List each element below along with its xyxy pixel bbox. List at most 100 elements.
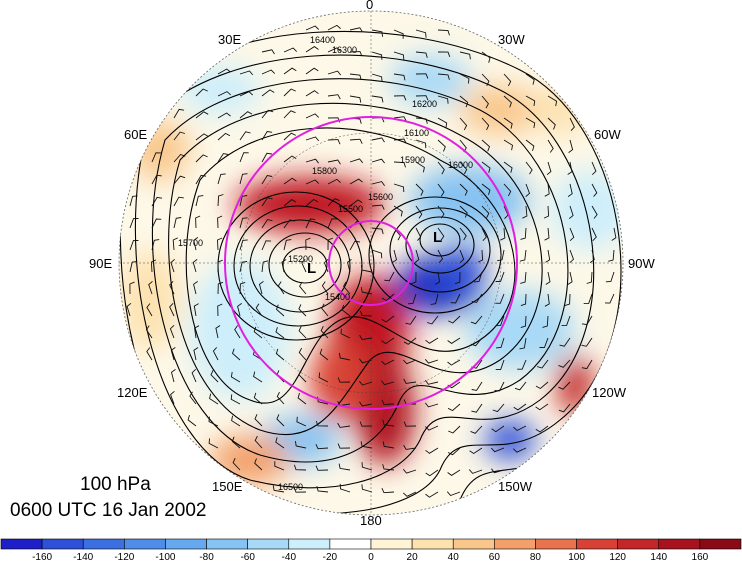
wind-barb	[337, 422, 351, 428]
colorbar-tick-label: 160	[692, 552, 709, 561]
wind-barb	[481, 227, 487, 242]
wind-barb	[545, 249, 551, 263]
graticule	[119, 11, 623, 515]
wind-barb	[415, 161, 425, 173]
wind-barb	[261, 89, 275, 97]
contour-label: 15800	[312, 166, 337, 176]
colorbar-box	[617, 538, 660, 550]
wind-barb	[150, 259, 157, 273]
wind-barb	[583, 293, 593, 305]
map-border	[118, 10, 624, 516]
wind-barb	[359, 401, 373, 407]
wind-barb	[254, 414, 263, 427]
wind-barb	[490, 447, 505, 453]
wind-barb	[437, 227, 445, 241]
wind-barb	[255, 303, 263, 317]
wind-barb	[470, 315, 483, 325]
wind-barb	[381, 337, 395, 345]
wind-barb	[547, 139, 554, 153]
wind-barb	[337, 377, 351, 383]
wind-barb	[437, 161, 445, 175]
wind-barb	[415, 73, 429, 79]
wind-barb	[305, 46, 319, 53]
wind-barb	[261, 109, 274, 119]
wind-barb	[217, 281, 224, 295]
wind-barb	[193, 347, 199, 361]
wind-barb	[239, 281, 246, 295]
colorbar-tick-label: -120	[114, 552, 134, 561]
wind-barb	[591, 205, 598, 219]
wind-barb	[525, 117, 536, 128]
wind-barb	[318, 372, 329, 383]
wind-barb	[393, 138, 407, 144]
wind-barb	[359, 421, 373, 427]
wind-barb	[371, 227, 384, 235]
colorbar-tick-label: -160	[32, 552, 52, 561]
wind-barb	[327, 218, 337, 229]
colorbar-boxes	[0, 538, 742, 550]
wind-barb	[471, 403, 483, 413]
colorbar-tick-label: 140	[650, 552, 667, 561]
wind-barb	[299, 281, 307, 295]
valid-time-caption: 0600 UTC 16 Jan 2002	[10, 500, 207, 521]
wind-barb	[146, 347, 153, 361]
wind-barb	[425, 469, 439, 477]
wind-barb	[261, 240, 272, 251]
polar-map: 16400 16300 16200 16100 16000 15900 1580…	[89, 0, 655, 528]
contour-label: 15200	[288, 254, 313, 264]
wind-barb	[217, 237, 223, 251]
wind-barb	[195, 215, 201, 229]
wind-barb	[491, 468, 505, 474]
wind-barb	[293, 464, 307, 471]
colorbar-tick-label: -100	[155, 552, 175, 561]
wind-barb	[315, 444, 329, 450]
wind-barb	[481, 95, 489, 109]
wind-barb	[415, 29, 427, 38]
wind-barb	[237, 303, 242, 317]
wind-barb	[195, 111, 209, 119]
wind-barbs	[126, 24, 617, 498]
wind-barb	[217, 153, 229, 163]
contour-label: 16200	[412, 99, 437, 109]
wind-barb	[381, 488, 395, 494]
longitude-label: 0	[366, 0, 373, 12]
wind-barb	[321, 281, 329, 295]
wind-barb	[447, 469, 461, 476]
wind-barb	[283, 88, 296, 97]
wind-barb	[405, 315, 417, 325]
wind-barb	[568, 139, 574, 153]
wind-barb	[581, 315, 593, 326]
wind-barb	[349, 240, 360, 251]
wind-barb	[605, 271, 615, 283]
wind-barb	[283, 110, 296, 119]
wind-barb	[393, 227, 401, 241]
colorbar-tick-label: 40	[448, 552, 460, 561]
wind-barb	[437, 183, 445, 197]
wind-barb	[173, 131, 186, 141]
wind-barb	[261, 49, 275, 55]
wind-barb	[471, 381, 483, 391]
wind-barb	[305, 67, 319, 75]
wind-barb	[349, 27, 363, 33]
wind-barb	[437, 249, 444, 264]
wind-barb	[283, 67, 297, 75]
colorbar-box	[0, 538, 43, 550]
wind-barb	[230, 371, 241, 383]
wind-barb	[371, 95, 384, 103]
map-disc	[119, 11, 623, 515]
wind-barb	[415, 51, 428, 58]
wind-barb	[561, 315, 571, 327]
wind-barb	[261, 197, 273, 207]
wind-barb	[525, 161, 533, 175]
longitude-label: 60E	[124, 127, 147, 142]
wind-barb	[495, 359, 505, 371]
wind-barb	[450, 293, 461, 304]
wind-barb	[305, 113, 320, 119]
wind-barb	[338, 463, 351, 471]
wind-barb	[393, 73, 406, 81]
wind-barb	[437, 73, 450, 80]
wind-barb	[327, 139, 341, 145]
wind-barb	[371, 181, 385, 186]
wind-barb	[381, 359, 395, 366]
wind-barb	[340, 328, 351, 339]
